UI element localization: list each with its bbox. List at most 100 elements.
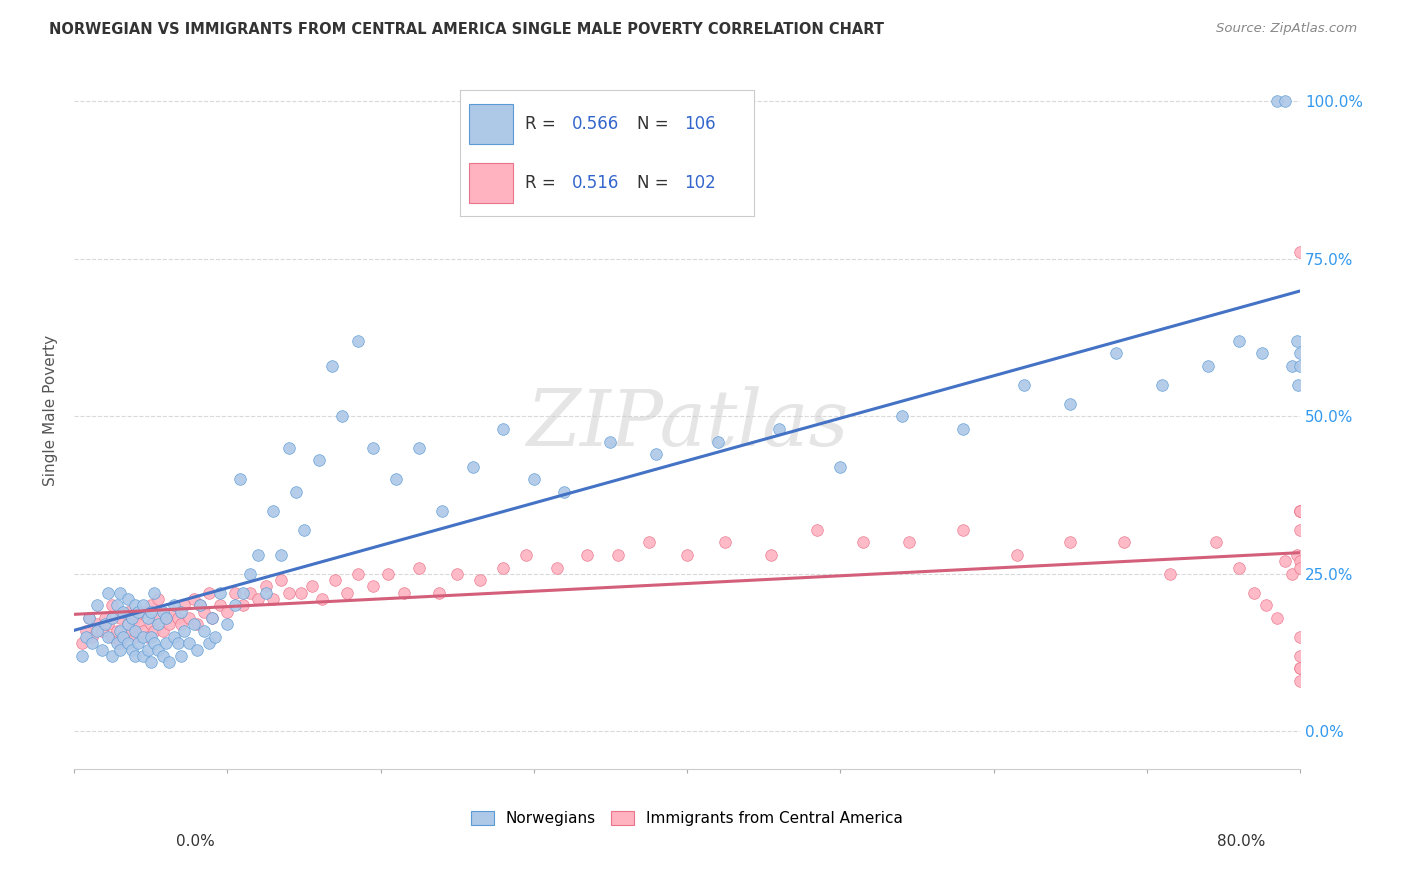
Point (117, 617, 139, 632)
Point (1159, 566, 1181, 581)
Point (830, 459, 852, 474)
Point (155, 611, 177, 625)
Point (492, 422, 515, 436)
Point (311, 592, 333, 607)
Text: ZIPatlas: ZIPatlas (526, 386, 848, 463)
Point (1288, 377, 1310, 392)
Point (132, 599, 155, 613)
Point (188, 599, 211, 613)
Point (1243, 586, 1265, 600)
Point (139, 630, 162, 644)
Point (97, 586, 120, 600)
Point (323, 573, 346, 587)
Point (121, 624, 143, 638)
Point (124, 630, 146, 644)
Point (523, 472, 546, 486)
Point (117, 605, 139, 619)
Point (79, 611, 101, 625)
Point (330, 409, 353, 424)
Point (90, 642, 112, 657)
Y-axis label: Single Male Poverty: Single Male Poverty (44, 334, 58, 485)
Point (173, 624, 195, 638)
Point (1289, 504, 1312, 518)
Point (124, 611, 146, 625)
Point (262, 592, 284, 607)
Point (1059, 397, 1081, 411)
Point (952, 523, 974, 537)
Point (377, 566, 399, 581)
Legend: Norwegians, Immigrants from Central America: Norwegians, Immigrants from Central Amer… (471, 811, 903, 826)
Text: 0.0%: 0.0% (176, 834, 215, 849)
Point (139, 599, 162, 613)
Point (1197, 359, 1219, 373)
Point (155, 636, 177, 650)
Point (157, 655, 180, 669)
Point (127, 617, 149, 632)
Point (86, 599, 108, 613)
Point (108, 624, 131, 638)
Point (132, 630, 155, 644)
Point (1005, 548, 1028, 562)
Point (1281, 566, 1303, 581)
Point (1289, 346, 1312, 360)
Point (101, 611, 124, 625)
Point (139, 617, 162, 632)
Point (132, 648, 155, 663)
Point (136, 642, 159, 657)
Point (82, 636, 104, 650)
Point (139, 605, 162, 619)
Point (277, 441, 299, 455)
Point (148, 611, 170, 625)
Point (285, 485, 308, 500)
Point (82, 630, 104, 644)
Point (142, 624, 165, 638)
Point (1205, 535, 1227, 549)
Point (86, 617, 108, 632)
Point (70, 648, 93, 663)
Point (676, 548, 699, 562)
Point (1281, 359, 1303, 373)
Point (177, 636, 200, 650)
Point (148, 617, 170, 632)
Point (576, 548, 599, 562)
Point (121, 642, 143, 657)
Point (112, 630, 135, 644)
Point (1227, 560, 1250, 574)
Point (204, 630, 226, 644)
Point (157, 617, 180, 632)
Point (148, 592, 170, 607)
Point (232, 586, 254, 600)
Point (1289, 554, 1312, 568)
Point (599, 434, 621, 449)
Point (188, 599, 211, 613)
Point (142, 586, 165, 600)
Point (198, 636, 221, 650)
Point (1256, 599, 1278, 613)
Point (163, 599, 186, 613)
Point (217, 617, 239, 632)
Point (232, 599, 254, 613)
Point (208, 599, 231, 613)
Point (117, 636, 139, 650)
Point (148, 642, 170, 657)
Point (108, 642, 131, 657)
Point (361, 580, 384, 594)
Point (1289, 523, 1312, 537)
Point (239, 586, 262, 600)
Point (101, 630, 124, 644)
Point (470, 573, 492, 587)
Point (546, 560, 568, 574)
Point (1285, 548, 1308, 562)
Point (1289, 674, 1312, 689)
Point (292, 523, 315, 537)
Point (136, 630, 159, 644)
Point (1289, 648, 1312, 663)
Point (321, 359, 343, 373)
Point (1105, 346, 1128, 360)
Point (228, 472, 250, 486)
Point (124, 648, 146, 663)
Point (427, 586, 450, 600)
Point (1285, 334, 1308, 348)
Point (127, 605, 149, 619)
Point (132, 624, 155, 638)
